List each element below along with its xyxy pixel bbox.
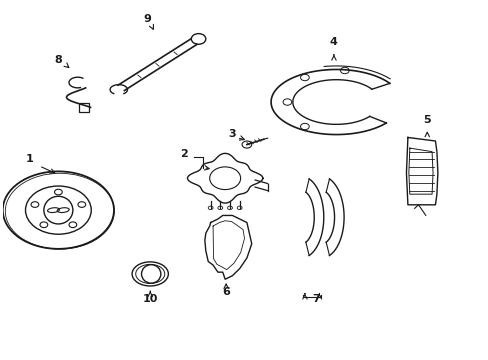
Text: 2: 2 bbox=[180, 149, 187, 159]
Text: 6: 6 bbox=[222, 287, 229, 297]
Text: 4: 4 bbox=[329, 37, 337, 47]
Text: 5: 5 bbox=[423, 115, 430, 125]
Text: 9: 9 bbox=[143, 14, 151, 24]
Text: 8: 8 bbox=[54, 55, 62, 65]
Text: 3: 3 bbox=[227, 130, 235, 139]
Text: 10: 10 bbox=[142, 294, 158, 304]
Text: 1: 1 bbox=[25, 154, 33, 164]
Text: 7: 7 bbox=[311, 294, 319, 304]
